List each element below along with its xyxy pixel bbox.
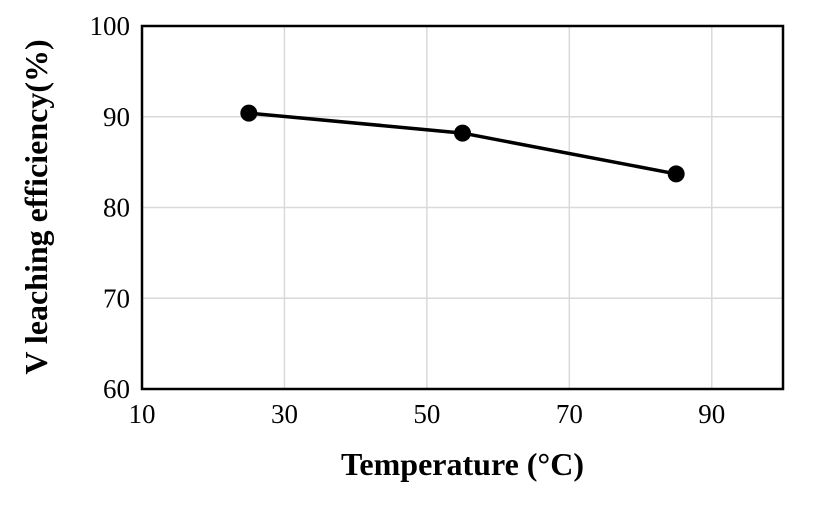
y-tick-label: 60	[103, 374, 130, 404]
data-point	[454, 124, 471, 142]
data-point	[667, 165, 685, 183]
y-tick-label: 100	[90, 11, 131, 41]
x-tick-label: 30	[271, 399, 298, 429]
x-axis-title: Temperature (°C)	[341, 446, 584, 482]
data-point	[240, 104, 258, 122]
x-tick-label: 50	[413, 399, 440, 429]
series-polyline	[247, 111, 678, 176]
y-axis-title: V leaching efficiency(%)	[18, 39, 54, 375]
tick-labels: 10 30 50 70 90 60 70 80 90 100	[90, 11, 726, 429]
x-tick-label: 90	[698, 399, 725, 429]
data-points	[240, 104, 685, 183]
y-tick-label: 90	[103, 102, 130, 132]
gridlines	[142, 26, 783, 389]
y-tick-label: 80	[103, 193, 130, 223]
x-tick-label: 70	[556, 399, 583, 429]
data-series-line	[247, 111, 678, 176]
plot-border	[140, 24, 785, 391]
x-tick-label: 10	[129, 399, 156, 429]
y-tick-label: 70	[103, 283, 130, 313]
